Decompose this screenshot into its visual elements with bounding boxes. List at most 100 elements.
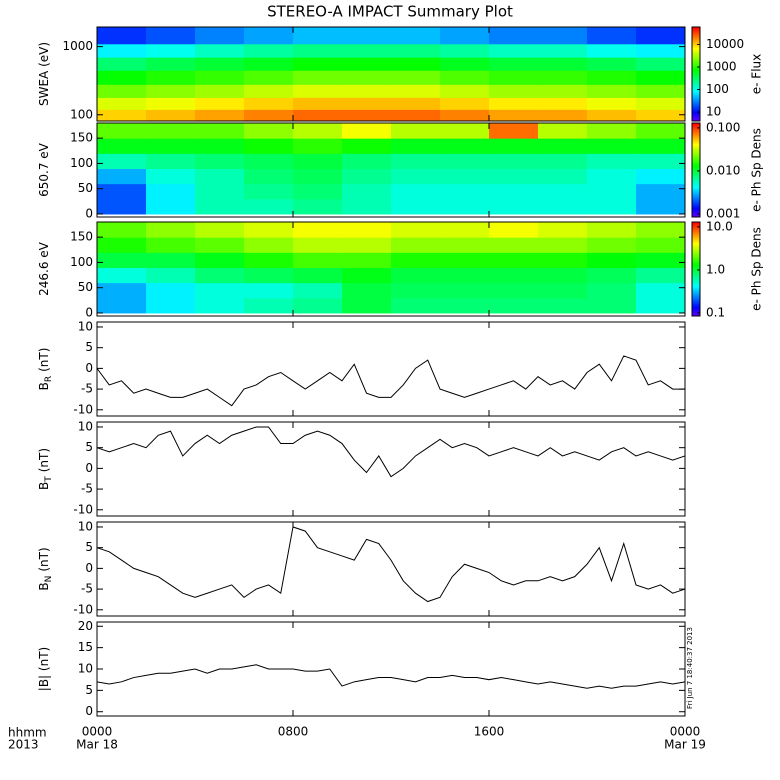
x-tick-label: 1600: [474, 725, 505, 739]
heatmap-cell: [293, 168, 343, 185]
heatmap-cell: [391, 282, 441, 299]
heatmap-cell: [391, 168, 441, 185]
colorbar-tick-label: 10000: [706, 37, 744, 51]
heatmap-cell: [342, 57, 392, 71]
heatmap-cell: [489, 27, 539, 45]
colorbar-step: [692, 119, 700, 122]
heatmap-cell: [293, 297, 343, 314]
heatmap-cell: [391, 97, 441, 110]
heatmap-cell: [587, 153, 637, 169]
colorbar-step: [692, 272, 700, 275]
colorbar-step: [692, 59, 700, 62]
heatmap-cell: [440, 198, 490, 215]
heatmap-cell: [97, 70, 147, 85]
heatmap-cell: [587, 282, 637, 299]
heatmap-cell: [636, 183, 686, 200]
heatmap-cell: [244, 168, 294, 185]
heatmap-cell: [342, 138, 392, 154]
colorbar-step: [692, 92, 700, 95]
colorbar-step: [692, 160, 700, 163]
colorbar-step: [692, 303, 700, 306]
y-tick-label: 20: [78, 619, 93, 633]
panel: -10 -5 0 5 10 BN (nT): [37, 519, 686, 617]
colorbar-step: [692, 89, 700, 92]
y-label-unit: (nT): [37, 448, 51, 472]
colorbar-step: [692, 88, 700, 91]
heatmap-cell: [440, 222, 490, 238]
heatmap-cell: [293, 27, 343, 45]
colorbar-step: [692, 289, 700, 292]
heatmap-cell: [342, 153, 392, 169]
y-label-main: B: [37, 382, 51, 390]
colorbar-step: [692, 308, 700, 311]
data-line: [96, 664, 686, 689]
colorbar-tick-label: 0.1: [706, 305, 725, 319]
colorbar-step: [692, 53, 700, 56]
heatmap-cell: [195, 222, 245, 238]
heatmap-cell: [391, 267, 441, 284]
heatmap-cell: [538, 237, 588, 253]
colorbar-step: [692, 254, 700, 257]
heatmap-cell: [146, 57, 196, 71]
chart-title: STEREO-A IMPACT Summary Plot: [267, 3, 513, 21]
heatmap-cell: [146, 97, 196, 110]
panel: 0.1 1.0 10.0 e- Ph Sp Dens 0 50 100 150 246.6 eV: [37, 219, 764, 319]
heatmap-cell: [587, 297, 637, 314]
colorbar-step: [692, 42, 700, 45]
colorbar-step: [692, 157, 700, 160]
heatmap-cell: [97, 198, 147, 215]
heatmap-cell: [244, 43, 294, 58]
heatmap-cell: [440, 138, 490, 154]
colorbar-step: [692, 298, 700, 301]
heatmap-cell: [146, 43, 196, 58]
heatmap-cell: [293, 138, 343, 154]
heatmap-cell: [244, 282, 294, 299]
heatmap-cell: [244, 97, 294, 110]
colorbar-step: [692, 151, 700, 154]
colorbar-step: [692, 174, 700, 177]
colorbar-step: [692, 41, 700, 44]
colorbar-step: [692, 311, 700, 314]
heatmap-cell: [195, 84, 245, 98]
x-tick-label: 0000: [670, 725, 701, 739]
colorbar-step: [692, 111, 700, 114]
colorbar-step: [692, 97, 700, 100]
colorbar-step: [692, 154, 700, 157]
heatmap-cell: [97, 153, 147, 169]
plot-frame: [96, 621, 686, 717]
corner-label: hhmm: [8, 726, 47, 740]
heatmap-cell: [391, 183, 441, 200]
colorbar-step: [692, 237, 700, 240]
heatmap-cell: [342, 123, 392, 139]
colorbar-step: [692, 262, 700, 265]
colorbar-step: [692, 210, 700, 213]
heatmap-cell: [195, 109, 245, 122]
y-label-sub: N: [44, 576, 54, 583]
colorbar-step: [692, 226, 700, 229]
y-tick-label: 0: [85, 461, 93, 475]
heatmap-cell: [538, 70, 588, 85]
heatmap-cell: [489, 153, 539, 169]
panel: -10 -5 0 5 10 BR (nT): [37, 319, 686, 417]
panel: 0 5 10 15 20 0000 0800 1600 0000 |B| (nT): [37, 619, 701, 739]
heatmap-cell: [538, 297, 588, 314]
heatmap-cell: [440, 70, 490, 85]
heatmap-cell: [244, 198, 294, 215]
colorbar-step: [692, 312, 700, 315]
colorbar-step: [692, 209, 700, 212]
heatmap-cell: [342, 168, 392, 185]
heatmap-cell: [97, 252, 147, 268]
heatmap-cell: [587, 97, 637, 110]
colorbar-step: [692, 31, 700, 34]
heatmap-cell: [489, 57, 539, 71]
colorbar-step: [692, 284, 700, 287]
heatmap-cell: [244, 109, 294, 122]
colorbar-frame: [691, 26, 701, 122]
plot-frame: [96, 321, 686, 417]
heatmap-cell: [244, 252, 294, 268]
heatmap-cell: [293, 84, 343, 98]
heatmap-cell: [293, 153, 343, 169]
heatmap-cell: [636, 70, 686, 85]
colorbar-step: [692, 187, 700, 190]
